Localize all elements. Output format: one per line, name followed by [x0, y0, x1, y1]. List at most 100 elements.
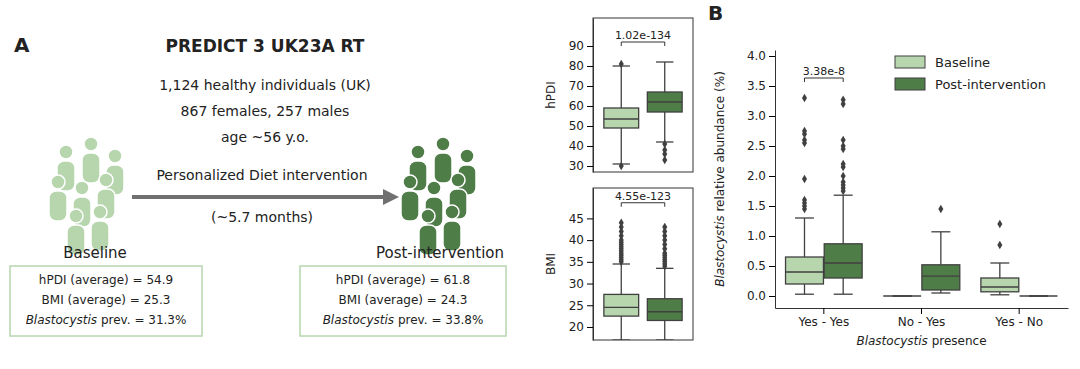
y-tick-label: 2.0: [747, 169, 766, 183]
flier: [841, 136, 846, 145]
y-tick-mark: [587, 240, 593, 241]
y-tick: 2.0: [747, 169, 775, 183]
italic-word: Blastocystis: [713, 215, 727, 286]
y-tick: 3.0: [747, 109, 775, 123]
group-label: Post-intervention: [376, 244, 504, 262]
y-tick-mark: [769, 116, 775, 117]
person-head: [411, 145, 425, 159]
panel-label: B: [708, 1, 723, 25]
box: [647, 299, 682, 321]
cap-high: [656, 61, 673, 62]
y-tick-mark: [769, 86, 775, 87]
y-tick: 4.0: [747, 49, 775, 63]
y-tick-label: 90: [569, 39, 584, 53]
person-head: [75, 181, 89, 195]
flier: [662, 156, 667, 165]
y-tick-label: 20: [569, 320, 584, 334]
cap-low: [656, 339, 673, 340]
arrow-head: [383, 189, 399, 205]
box-group: [1020, 296, 1058, 297]
y-tick-label: 70: [569, 79, 584, 93]
whisker-low: [843, 278, 844, 294]
person-head: [84, 137, 98, 151]
y-tick-label: 45: [569, 212, 584, 226]
whisker-high: [940, 232, 941, 265]
y-tick-mark: [587, 327, 593, 328]
post-people: [401, 137, 476, 255]
person-head: [436, 137, 450, 151]
y-tick-label: 3.0: [747, 109, 766, 123]
median: [604, 307, 639, 308]
plot-area: [786, 94, 1058, 296]
y-tick-mark: [769, 266, 775, 267]
p-value: 4.55e-123: [615, 190, 671, 203]
flier: [938, 205, 943, 214]
y-tick: 1.0: [747, 229, 775, 243]
y-tick-label: 50: [569, 119, 584, 133]
cohort-line: age ~56 y.o.: [221, 129, 309, 145]
y-tick: 30: [569, 159, 593, 173]
y-tick-label: 4.0: [747, 49, 766, 63]
flier: [802, 94, 807, 103]
person-head: [445, 205, 459, 219]
x-tick-label: Yes - No: [994, 315, 1043, 329]
median: [604, 118, 639, 119]
y-tick-label: 1.0: [747, 229, 766, 243]
box-group: [824, 95, 862, 294]
flier: [619, 60, 624, 69]
chart-1: 202530354045BMI4.55e-123: [544, 188, 693, 341]
cap-low: [834, 294, 853, 295]
whisker-low: [621, 316, 622, 340]
person-head: [99, 173, 113, 187]
y-tick-mark: [587, 86, 593, 87]
italic-word: Blastocystis: [856, 334, 927, 348]
y-tick-label: 30: [569, 277, 584, 291]
y-axis-title: hPDI: [544, 81, 558, 109]
whisker-high: [621, 264, 622, 294]
y-tick-mark: [587, 284, 593, 285]
person-body: [401, 191, 419, 221]
bracket: [621, 42, 664, 46]
x-tick-mark: [823, 308, 824, 314]
y-tick: 0.0: [747, 289, 775, 303]
y-tick: 60: [569, 99, 593, 113]
x-axis: Yes - YesNo - YesYes - No: [776, 308, 1069, 329]
x-axis-title: Blastocystis presence: [856, 334, 986, 348]
person-head: [51, 175, 65, 189]
cap-high: [990, 262, 1009, 263]
legend-label: Post-intervention: [935, 77, 1046, 92]
box-group: [647, 62, 682, 164]
plain-words: prev. = 33.8%: [394, 313, 483, 327]
y-tick: 40: [569, 233, 593, 247]
stat-box: [300, 266, 506, 336]
bracket: [804, 78, 843, 82]
box: [1020, 295, 1058, 296]
x-tick-mark: [921, 308, 922, 314]
y-tick-label: 60: [569, 99, 584, 113]
y-tick-mark: [769, 176, 775, 177]
y-tick-mark: [769, 146, 775, 147]
person-head: [403, 175, 417, 189]
group-label: Baseline: [63, 244, 127, 262]
flier: [802, 175, 807, 184]
y-tick: 80: [569, 59, 593, 73]
y-tick-label: 3.5: [747, 79, 766, 93]
median: [1020, 295, 1058, 296]
plain-words: presence: [928, 334, 987, 348]
y-tick: 1.5: [747, 199, 775, 213]
intervention: Personalized Diet intervention: [156, 167, 367, 183]
plain-words: relative abundance (%): [713, 71, 727, 215]
panel-a: APREDICT 3 UK23A RT1,124 healthy individ…: [10, 33, 506, 336]
y-axis-title: BMI: [544, 253, 558, 275]
y-tick: 2.5: [747, 139, 775, 153]
person-head: [460, 149, 474, 163]
flier: [997, 220, 1002, 229]
median: [883, 295, 921, 296]
plain-words: prev. = 31.3%: [97, 313, 186, 327]
stat-line: BMI (average) = 24.3: [339, 293, 468, 307]
cap-low: [990, 294, 1009, 295]
stat-line: Blastocystis prev. = 33.8%: [323, 313, 484, 327]
box-group: [922, 205, 960, 293]
y-tick-label: 25: [569, 299, 584, 313]
y-tick-mark: [769, 56, 775, 57]
